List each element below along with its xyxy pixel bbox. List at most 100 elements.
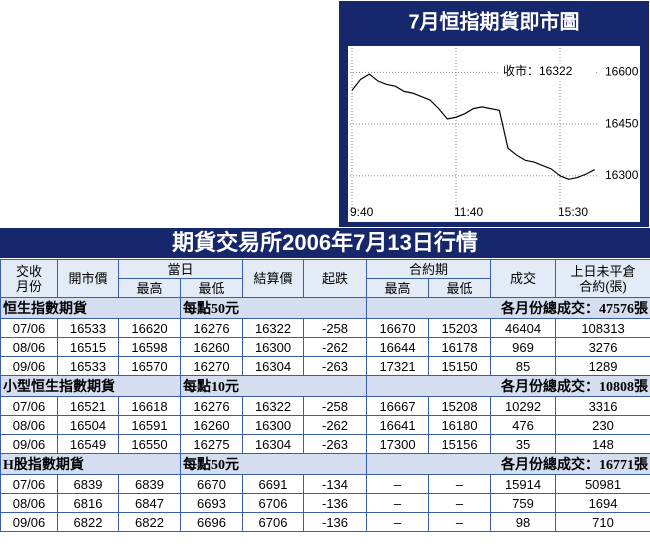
cell: 16591 [118,415,181,435]
row: 09/06 6822 6822 6696 6706 -136– –98 710 [0,512,650,532]
cell: 16670 [366,318,430,338]
y-tick-label: 16600 [605,65,639,79]
cell: 16260 [179,415,244,435]
cell: 16260 [179,337,244,357]
cell: -136 [303,493,368,513]
header-cell: 上日未平倉 合約(張) [555,259,650,298]
cell: – [366,474,430,494]
cell: 6822 [118,512,181,532]
cell: 6691 [242,474,305,494]
header-cell: 最高 [118,278,181,298]
cell: 6816 [57,493,119,513]
cell: -263 [303,356,368,376]
header-cell: 最低 [179,278,244,298]
section-name: 恒生指數期貨 [0,297,181,319]
cell: – [366,493,430,513]
cell: 50981 [555,474,650,494]
cell: 16304 [242,434,305,454]
header-cell: 成交 [490,259,557,298]
section-point: 每點10元 [179,375,368,397]
cell: 6706 [242,512,305,532]
header-cell: 交收 月份 [0,259,58,298]
section-point: 每點50元 [179,453,368,475]
cell: 16300 [242,415,305,435]
cell: 16322 [242,396,305,416]
cell: 35 [490,434,557,454]
cell: 16641 [366,415,430,435]
section-name: 小型恒生指數期貨 [0,375,181,397]
row: 07/06 16521 16618 16276 16322 -258 16667 15208 1… [0,396,650,416]
cell: 85 [490,356,557,376]
cell: 3276 [555,337,650,357]
cell: 98 [490,512,557,532]
row: H股指數期貨 每點50元 各月份總成交：16771張 [0,453,650,475]
price-line [351,73,595,180]
cell: 09/06 [0,356,58,376]
cell: -134 [303,474,368,494]
cell: 230 [555,415,650,435]
cell: 15156 [428,434,492,454]
cell: 16533 [57,318,119,338]
cell: -136 [303,512,368,532]
header-cell: 起跌 [303,259,368,298]
cell: – [428,512,492,532]
section-total: 各月份總成交：47576張 [366,297,650,319]
cell: – [366,512,430,532]
cell: 16549 [57,434,119,454]
row: 09/06 16533 16570 16270 16304 -263 17321 15150 8… [0,356,650,376]
header-cell: 結算價 [242,259,305,298]
cell: – [428,493,492,513]
cell: 6670 [179,474,244,494]
x-tick-label: 11:40 [454,205,483,219]
cell: 108313 [555,318,650,338]
cell: 07/06 [0,474,58,494]
cell: 16620 [118,318,181,338]
row: 08/06 16515 16598 16260 16300 -262 16644 16178 9… [0,337,650,357]
cell: 16533 [57,356,119,376]
row: 恒生指數期貨 每點50元 各月份總成交：47576張 [0,297,650,319]
annotation-bg [500,62,596,80]
header-cell: 合約期 [366,259,492,279]
y-tick-label: 16300 [605,168,639,182]
cell: 09/06 [0,434,58,454]
row: 09/06 16549 16550 16275 16304 -263 17300 15156 3… [0,434,650,454]
cell: 07/06 [0,318,58,338]
cell: 16570 [118,356,181,376]
table-title: 期貨交易所2006年7月13日行情 [0,228,650,258]
cell: – [428,474,492,494]
row: 07/06 6839 6839 6670 6691 -134– –15914 50981 [0,474,650,494]
cell: 476 [490,415,557,435]
cell: 17321 [366,356,430,376]
header-cell: 當日 [117,259,244,279]
row: 小型恒生指數期貨 每點10元 各月份總成交：10808張 [0,375,650,397]
x-tick-label: 15:30 [558,205,588,219]
cell: 16275 [179,434,244,454]
cell: 710 [555,512,650,532]
cell: 148 [555,434,650,454]
cell: 6839 [118,474,181,494]
quote-table: 交收 月份 開市價 當日 結算價 起跌 合約期 成交 上日未平倉 合約(張) 最高 最低 最高 最低恒… [0,259,650,532]
cell: 16550 [118,434,181,454]
cell: -258 [303,396,368,416]
annotation: 收市：16322 [503,63,573,78]
cell: 16644 [366,337,430,357]
cell: 15914 [490,474,557,494]
y-tick-label: 16450 [605,116,639,130]
cell: 16504 [57,415,119,435]
row: 最高 最低 最高 最低 [1,278,650,298]
row: 08/06 16504 16591 16260 16300 -262 16641 16180 4… [0,415,650,435]
cell: 6839 [57,474,119,494]
cell: -258 [303,318,368,338]
cell: 16322 [242,318,305,338]
cell: 6706 [242,493,305,513]
cell: 16521 [57,396,119,416]
cell: 16180 [428,415,492,435]
section-point: 每點50元 [179,297,368,319]
chart-title: 7月恒指期貨即市圖 [408,9,579,33]
cell: 46404 [490,318,557,338]
cell: 08/06 [0,337,58,357]
cell: 16178 [428,337,492,357]
cell: 6693 [179,493,244,513]
section-total: 各月份總成交：16771張 [366,453,650,475]
